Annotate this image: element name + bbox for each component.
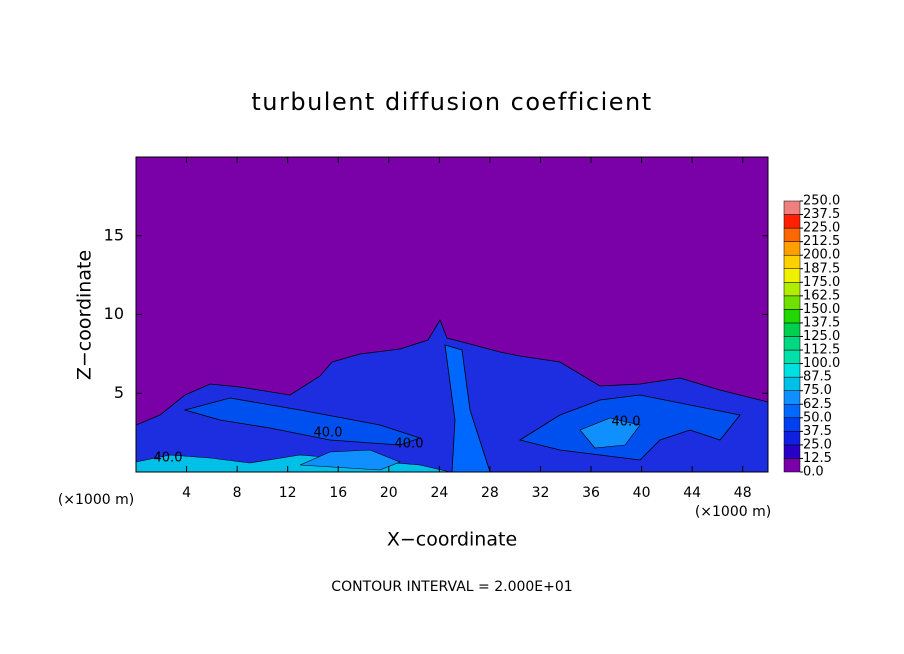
y-tick-label: 10 xyxy=(104,304,124,323)
colorbar-tick-label: 250.0 xyxy=(803,194,840,209)
contour-fill xyxy=(183,397,422,446)
colorbar-band xyxy=(783,390,801,405)
colorbar-band xyxy=(783,282,801,297)
x-tick-label: 44 xyxy=(683,485,701,501)
x-tick-label: 20 xyxy=(380,485,398,501)
chart-title: turbulent diffusion coefficient xyxy=(251,88,652,116)
x-tick-label: 32 xyxy=(532,485,550,501)
colorbar-band xyxy=(783,200,801,215)
colorbar-band xyxy=(783,268,801,283)
colorbar-tick-label: 37.5 xyxy=(803,424,832,439)
colorbar-band xyxy=(783,254,801,269)
colorbar-band xyxy=(783,241,801,256)
colorbar-tick-label: 137.5 xyxy=(803,315,840,330)
colorbar-tick-label: 87.5 xyxy=(803,370,832,385)
colorbar-tick-label: 25.0 xyxy=(803,437,832,452)
y-tick-label: 5 xyxy=(114,383,124,402)
colorbar-band xyxy=(783,417,801,432)
colorbar-band xyxy=(783,431,801,446)
contour-field xyxy=(135,319,769,473)
colorbar-band xyxy=(783,336,801,351)
colorbar-band xyxy=(783,309,801,324)
colorbar-band xyxy=(783,363,801,378)
colorbar-tick-label: 225.0 xyxy=(803,221,840,236)
colorbar-tick-label: 112.5 xyxy=(803,343,840,358)
colorbar-tick-label: 187.5 xyxy=(803,261,840,276)
x-tick-label: 24 xyxy=(430,485,448,501)
colorbar-tick-label: 175.0 xyxy=(803,275,840,290)
x-unit-label: (×1000 m) xyxy=(58,492,134,508)
colorbar-band xyxy=(783,227,801,242)
x-tick-label: 28 xyxy=(481,485,499,501)
x-tick-label: 48 xyxy=(734,485,752,501)
colorbar-tick-label: 0.0 xyxy=(803,465,824,480)
colorbar-tick-label: 162.5 xyxy=(803,288,840,303)
colorbar-tick-label: 125.0 xyxy=(803,329,840,344)
x-axis-label: X−coordinate xyxy=(387,529,517,551)
y-tick-label: 15 xyxy=(104,225,124,244)
contour-label: 40.0 xyxy=(314,426,343,441)
colorbar-tick-label: 50.0 xyxy=(803,410,832,425)
colorbar-tick-label: 100.0 xyxy=(803,356,840,371)
x-tick-label: 40 xyxy=(633,485,651,501)
colorbar-band xyxy=(783,444,801,459)
footer-note: CONTOUR INTERVAL = 2.000E+01 xyxy=(331,579,572,595)
colorbar-band xyxy=(783,214,801,229)
contour-label: 40.0 xyxy=(154,451,183,466)
x-tick-label: 16 xyxy=(329,485,347,501)
contour-label: 40.0 xyxy=(395,437,424,452)
colorbar-band xyxy=(783,376,801,391)
x-tick-label: 36 xyxy=(582,485,600,501)
contour-fill xyxy=(579,417,641,449)
colorbar-tick-label: 200.0 xyxy=(803,248,840,263)
colorbar-band xyxy=(783,322,801,337)
colorbar-band xyxy=(783,404,801,419)
x-tick-label: 12 xyxy=(279,485,297,501)
colorbar-tick-label: 62.5 xyxy=(803,397,832,412)
y-axis-label: Z−coordinate xyxy=(74,250,96,380)
x-tick-label: 4 xyxy=(182,485,191,501)
colorbar-band xyxy=(783,458,801,473)
x-unit-label: (×1000 m) xyxy=(695,504,771,520)
colorbar-tick-label: 237.5 xyxy=(803,207,840,222)
colorbar-band xyxy=(783,295,801,310)
x-tick-label: 8 xyxy=(233,485,242,501)
contour-fill xyxy=(299,449,401,471)
contour-label: 40.0 xyxy=(612,415,641,430)
colorbar-tick-label: 212.5 xyxy=(803,234,840,249)
colorbar-band xyxy=(783,349,801,364)
colorbar-tick-label: 12.5 xyxy=(803,451,832,466)
colorbar-tick-label: 75.0 xyxy=(803,383,832,398)
colorbar-tick-label: 150.0 xyxy=(803,302,840,317)
